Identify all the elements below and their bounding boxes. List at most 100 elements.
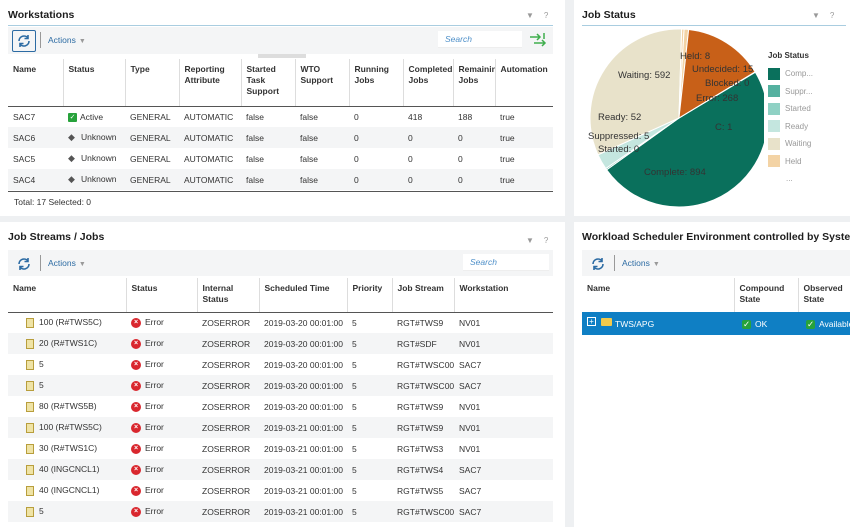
- column-header[interactable]: Workstation: [454, 278, 553, 313]
- table-row[interactable]: 5 × Error ZOSERROR 2019-03-21 00:01:00 5 RGT#T…: [8, 501, 553, 522]
- cell-automation: true: [495, 127, 553, 148]
- refresh-button[interactable]: [12, 30, 36, 52]
- column-header[interactable]: Priority: [347, 278, 393, 313]
- legend-item[interactable]: Held: [768, 153, 813, 171]
- job-icon: [26, 338, 34, 349]
- column-header[interactable]: Name: [8, 59, 64, 107]
- cell-started-task: false: [246, 153, 264, 164]
- cell-time: 2019-03-20 00:01:00: [264, 401, 343, 412]
- column-header[interactable]: Completed Jobs: [403, 59, 454, 107]
- legend-item[interactable]: Started: [768, 100, 813, 118]
- actions-label: Actions: [48, 35, 76, 45]
- table-row[interactable]: SAC7 ✓ Active GENERAL AUTOMATIC false false 0 41…: [8, 106, 553, 127]
- cell-status: ◆ Unknown: [63, 169, 125, 190]
- table-row[interactable]: SAC4 ◆ Unknown GENERAL AUTOMATIC false false 0 0…: [8, 169, 553, 190]
- help-icon[interactable]: ?: [543, 236, 549, 245]
- actions-menu[interactable]: Actions ▼: [48, 258, 86, 268]
- environment-row-selected[interactable]: + TWS/APG ✓ OK ✓ Available: [582, 312, 850, 335]
- folder-icon: [601, 318, 612, 326]
- actions-label: Actions: [622, 258, 650, 268]
- column-header[interactable]: Automation: [495, 59, 553, 107]
- legend-label: Ready: [785, 121, 809, 131]
- column-header[interactable]: Running Jobs: [349, 59, 404, 107]
- column-header[interactable]: Status: [63, 59, 126, 107]
- legend-more[interactable]: ...: [786, 174, 793, 184]
- cell-stream: RGT#TWS4: [392, 459, 454, 480]
- legend-item[interactable]: Comp...: [768, 65, 813, 83]
- table-row[interactable]: 100 (R#TWS5C) × Error ZOSERROR 2019-03-20 00…: [8, 312, 553, 333]
- legend-swatch: [768, 102, 780, 115]
- cell-remaining: 0: [453, 169, 495, 190]
- table-row[interactable]: 5 × Error ZOSERROR 2019-03-20 00:01:00 5 RGT#T…: [8, 375, 553, 396]
- column-header[interactable]: Type: [125, 59, 180, 107]
- column-header[interactable]: Status: [126, 278, 198, 313]
- panel-controls: ▼?: [526, 236, 548, 245]
- actions-menu[interactable]: Actions ▼: [48, 35, 86, 45]
- help-icon[interactable]: ?: [543, 11, 549, 20]
- cell-reporting: AUTOMATIC: [179, 127, 241, 148]
- table-row[interactable]: 40 (INGCNCL1) × Error ZOSERROR 2019-03-21 00…: [8, 480, 553, 501]
- legend-item[interactable]: Ready: [768, 118, 813, 136]
- column-header[interactable]: WTO Support: [295, 59, 350, 107]
- column-header[interactable]: Name: [8, 278, 127, 313]
- job-streams-title: Job Streams / Jobs: [8, 231, 105, 243]
- column-header[interactable]: Remaining Jobs: [453, 59, 496, 107]
- column-header[interactable]: Job Stream: [392, 278, 455, 313]
- column-header[interactable]: Observed State: [798, 278, 850, 313]
- actions-menu[interactable]: Actions ▼: [622, 258, 660, 268]
- status-label: Error: [145, 359, 164, 370]
- search-input[interactable]: Search: [463, 254, 549, 271]
- chevron-down-icon[interactable]: ▼: [526, 11, 534, 20]
- help-icon[interactable]: ?: [829, 11, 835, 20]
- cell-status: × Error: [126, 375, 197, 396]
- pie-slice-error[interactable]: [678, 28, 756, 119]
- column-header[interactable]: Reporting Attribute: [179, 59, 242, 107]
- cell-time: 2019-03-20 00:01:00: [264, 317, 343, 328]
- table-row[interactable]: SAC6 ◆ Unknown GENERAL AUTOMATIC false false 0 0…: [8, 127, 553, 148]
- refresh-button[interactable]: [12, 253, 36, 275]
- pie-slice-c[interactable]: [678, 71, 756, 119]
- column-header[interactable]: Scheduled Time: [259, 278, 348, 313]
- legend-label: Comp...: [785, 69, 814, 79]
- cell-status: × Error: [126, 438, 197, 459]
- status-label: Error: [145, 464, 164, 475]
- slice-label-blocked: Blocked: 0: [705, 78, 749, 89]
- column-header[interactable]: Started Task Support: [241, 59, 296, 107]
- column-header[interactable]: Name: [582, 278, 735, 313]
- column-header[interactable]: Internal Status: [197, 278, 260, 313]
- status-label: Active: [80, 111, 104, 122]
- cell-status: × Error: [126, 354, 197, 375]
- cell-ws: SAC7: [459, 359, 482, 370]
- cell-automation: true: [500, 153, 515, 164]
- pie-slice-waiting[interactable]: [589, 28, 683, 156]
- chevron-down-icon[interactable]: ▼: [526, 236, 534, 245]
- resize-handle[interactable]: [258, 54, 306, 58]
- table-row[interactable]: 100 (R#TWS5C) × Error ZOSERROR 2019-03-21 00…: [8, 417, 553, 438]
- table-row[interactable]: 40 (INGCNCL1) × Error ZOSERROR 2019-03-21 00…: [8, 459, 553, 480]
- cell-internal: ZOSERROR: [202, 317, 251, 328]
- cell-internal: ZOSERROR: [197, 501, 259, 522]
- table-row[interactable]: 80 (R#TWS5B) × Error ZOSERROR 2019-03-20 00:…: [8, 396, 553, 417]
- search-input[interactable]: Search: [438, 31, 522, 48]
- job-name: 5: [39, 380, 44, 391]
- legend-item[interactable]: Waiting: [768, 135, 813, 153]
- expand-icon[interactable]: +: [587, 317, 596, 326]
- cell-status: × Error: [126, 459, 197, 480]
- environment-title: Workload Scheduler Environment controlle…: [582, 231, 850, 243]
- table-row[interactable]: 20 (R#TWS1C) × Error ZOSERROR 2019-03-20 00:…: [8, 333, 553, 354]
- refresh-button[interactable]: [586, 253, 610, 275]
- table-row[interactable]: SAC5 ◆ Unknown GENERAL AUTOMATIC false false 0 0…: [8, 148, 553, 169]
- cell-completed: 0: [408, 153, 413, 164]
- chevron-down-icon[interactable]: ▼: [812, 11, 820, 20]
- column-header[interactable]: Compound State: [734, 278, 799, 313]
- scheduled-arrows-icon[interactable]: [529, 32, 547, 48]
- legend-item[interactable]: Suppr...: [768, 83, 813, 101]
- pie-slice-complete[interactable]: [605, 71, 764, 208]
- cell-name: 40 (INGCNCL1): [8, 480, 126, 501]
- table-row[interactable]: 30 (R#TWS1C) × Error ZOSERROR 2019-03-21 00:…: [8, 438, 553, 459]
- panel-controls: ▼?: [812, 11, 834, 20]
- cell-running: 0: [354, 111, 359, 122]
- status-label: Unknown: [81, 153, 117, 163]
- table-row[interactable]: 5 × Error ZOSERROR 2019-03-20 00:01:00 5 RGT#T…: [8, 354, 553, 375]
- cell-priority: 5: [347, 375, 392, 396]
